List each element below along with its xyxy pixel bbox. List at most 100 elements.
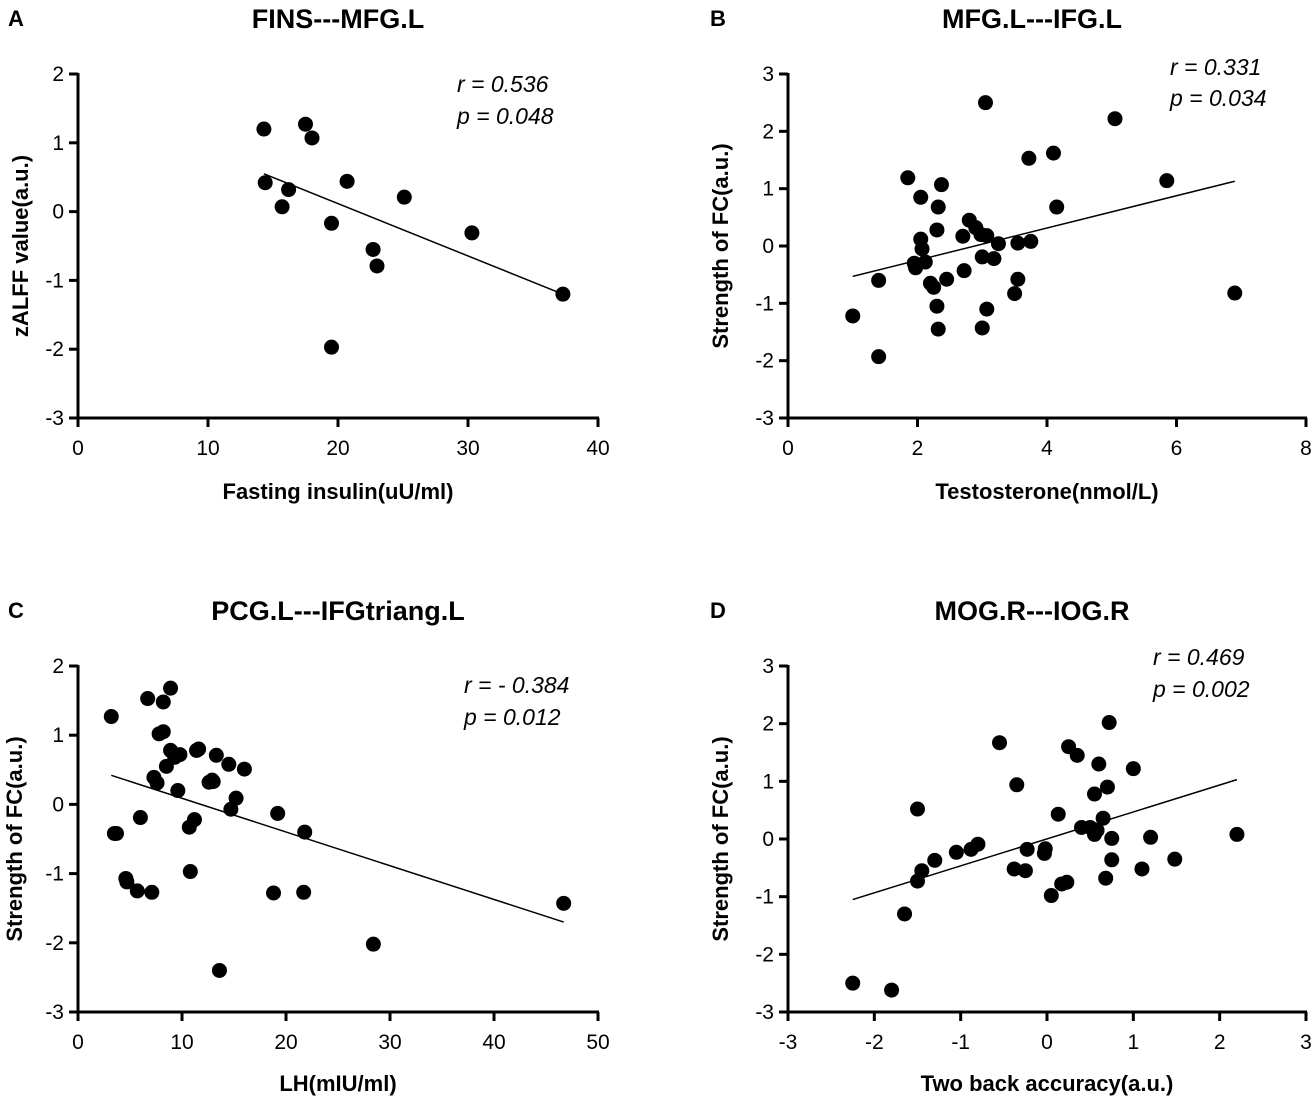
panel-b-data-point	[1007, 286, 1023, 302]
panel-c-x-tick-label: 50	[586, 1031, 609, 1054]
panel-b-data-point	[930, 321, 946, 337]
panel-b-data-point	[913, 189, 929, 205]
panel-d-r-value: r = 0.469	[1153, 644, 1245, 670]
panel-b-y-tick-label: 3	[762, 63, 774, 86]
panel-b-data-point	[990, 236, 1006, 252]
panel-d-data-point	[884, 982, 900, 998]
panel-b-y-axis-label: Strength of FC(a.u.)	[708, 143, 733, 348]
panel-a-data-point	[256, 121, 272, 137]
panel-d-data-point	[910, 801, 925, 817]
panel-c-data-point	[119, 874, 135, 890]
panel-d-x-tick-label: -2	[865, 1031, 884, 1054]
panel-b-data-point	[914, 241, 930, 257]
panel-b-data-point	[979, 228, 995, 244]
panel-b-x-tick-label: 8	[1300, 437, 1312, 460]
panel-a-y-axis-label: zALFF value(a.u.)	[8, 155, 33, 337]
panel-c-data-point	[129, 883, 145, 899]
panel-a-data-point	[339, 173, 355, 189]
panel-b-data-point	[871, 349, 887, 365]
panel-b-data-point	[1010, 271, 1026, 287]
panel-b-data-point	[926, 279, 942, 295]
panel-c-r-value: r = - 0.384	[464, 672, 569, 698]
panel-d-data-point	[1086, 786, 1102, 802]
panel-c-y-tick-label: 2	[52, 655, 64, 678]
panel-a-x-tick-label: 30	[456, 437, 479, 460]
panel-d-x-tick-label: -3	[779, 1031, 798, 1054]
panel-c-data-point	[236, 761, 252, 777]
panel-c-data-point	[172, 747, 188, 763]
panel-d-data-point	[845, 975, 861, 991]
panel-c-y-tick-label: -1	[45, 863, 64, 886]
panel-c-y-tick-label: 0	[52, 793, 64, 816]
panel-c-data-point	[228, 790, 244, 806]
panel-c-data-point	[170, 783, 186, 799]
panel-b-letter: B	[710, 6, 726, 31]
panel-c-p-value: p = 0.012	[463, 704, 561, 730]
panel-d-x-tick-label: 0	[1041, 1031, 1053, 1054]
panel-d-y-tick-label: 0	[762, 828, 774, 851]
panel-c-data-point	[132, 810, 148, 826]
panel-b-y-tick-label: 2	[762, 120, 774, 143]
panel-b-data-point	[1049, 199, 1065, 215]
panel-a-y-tick-label: 0	[52, 201, 64, 224]
panel-c-data-point	[221, 756, 237, 772]
panel-d-data-point	[1059, 874, 1075, 890]
panel-b-data-point	[933, 177, 949, 193]
panel-c-data-point	[208, 747, 224, 763]
panel-c-regression-line	[111, 774, 564, 923]
panel-d-data-point	[897, 906, 913, 922]
panel-b-data-point	[929, 298, 945, 314]
panel-a-data-point	[281, 182, 297, 198]
panel-b-data-point	[1107, 111, 1123, 127]
panel-c-y-tick-label: -3	[45, 1001, 64, 1024]
panel-c-y-axis-label: Strength of FC(a.u.)	[2, 736, 27, 941]
panel-b-title: MFG.L---IFG.L	[942, 4, 1122, 34]
panel-c-data-point	[297, 824, 313, 840]
panel-a-data-point	[274, 199, 290, 215]
panel-c-x-tick-label: 0	[72, 1031, 84, 1054]
panel-b-data-point	[1045, 145, 1061, 161]
panel-a-x-tick-label: 40	[586, 437, 609, 460]
panel-b-x-tick-label: 2	[912, 437, 924, 460]
panel-d-data-point	[1143, 829, 1159, 845]
panel-d-data-point	[1089, 822, 1105, 838]
panel-d-data-point	[948, 844, 964, 860]
panel-b-data-point	[1023, 233, 1039, 249]
panel-b-data-point	[955, 228, 971, 244]
panel-d-data-point	[1229, 826, 1245, 842]
panel-a-y-tick-label: 1	[52, 132, 64, 155]
panel-d-data-point	[1125, 761, 1141, 777]
panel-d-x-tick-label: 2	[1214, 1031, 1226, 1054]
panel-c-x-tick-label: 10	[170, 1031, 193, 1054]
panel-d-y-tick-label: -2	[755, 943, 774, 966]
panel-b-p-value: p = 0.034	[1169, 85, 1267, 111]
panel-a-x-tick-label: 0	[72, 437, 84, 460]
panel-b-y-tick-label: 0	[762, 235, 774, 258]
panel-d-data-point	[1101, 715, 1117, 731]
panel-a-p-value: p = 0.048	[456, 103, 554, 129]
panel-a-data-point	[365, 241, 381, 257]
panel-a-x-tick-label: 20	[326, 437, 349, 460]
panel-d-data-point	[1019, 841, 1035, 857]
panel-b-y-tick-label: -1	[755, 292, 774, 315]
panel-a-y-tick-label: -1	[45, 269, 64, 292]
panel-c-data-point	[211, 962, 227, 978]
panel-a-y-tick-label: -2	[45, 338, 64, 361]
panel-d-data-point	[1134, 861, 1150, 877]
panel-a-data-point	[304, 130, 320, 146]
panel-c-data-point	[191, 741, 207, 757]
panel-d-data-point	[1104, 852, 1120, 868]
panel-c-data-point	[155, 694, 171, 710]
panel-d-y-axis-label: Strength of FC(a.u.)	[708, 736, 733, 941]
panel-d-data-point	[1104, 830, 1120, 846]
panel-c-data-point	[163, 680, 179, 696]
panel-c-data-point	[182, 864, 198, 880]
panel-a-data-point	[257, 175, 273, 191]
panel-c-x-tick-label: 20	[274, 1031, 297, 1054]
panel-a-data-point	[555, 286, 571, 302]
panel-b-data-point	[929, 222, 945, 238]
panel-b-data-point	[939, 271, 955, 287]
panel-d-data-point	[914, 863, 930, 879]
